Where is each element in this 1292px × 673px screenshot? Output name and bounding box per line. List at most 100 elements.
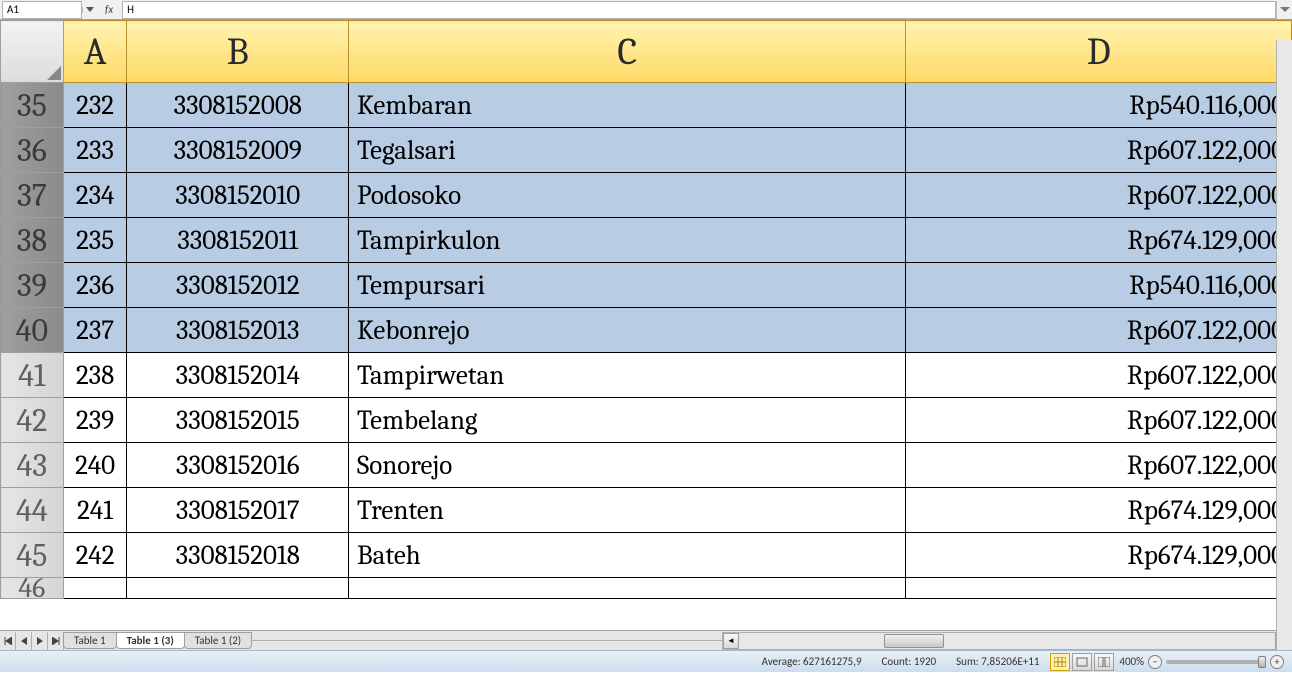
zoom-out-button[interactable]: − — [1148, 655, 1162, 669]
cell[interactable]: Rp607.122,000 — [906, 398, 1292, 443]
formula-bar-expand[interactable] — [1276, 1, 1292, 19]
cell[interactable]: Podosoko — [349, 173, 906, 218]
row-header[interactable]: 37 — [1, 173, 64, 218]
cell[interactable]: Rp607.122,000 — [906, 308, 1292, 353]
cell[interactable]: 3308152018 — [127, 533, 349, 578]
horizontal-scrollbar[interactable]: ◄ ► — [722, 632, 1292, 650]
row-header[interactable]: 39 — [1, 263, 64, 308]
cell[interactable]: 235 — [63, 218, 127, 263]
cell[interactable]: 236 — [63, 263, 127, 308]
cell[interactable]: Tampirwetan — [349, 353, 906, 398]
prev-icon — [20, 637, 28, 645]
select-all-corner[interactable] — [1, 21, 64, 83]
row-header[interactable]: 41 — [1, 353, 64, 398]
scroll-left-button[interactable]: ◄ — [723, 633, 739, 649]
row-header[interactable]: 42 — [1, 398, 64, 443]
vertical-scrollbar[interactable] — [1276, 40, 1292, 650]
cell[interactable]: Rp674.129,000 — [906, 218, 1292, 263]
cell[interactable]: 3308152013 — [127, 308, 349, 353]
cell[interactable]: Rp607.122,000 — [906, 353, 1292, 398]
spreadsheet-grid: A B C D 35 232 3308152008 Kembaran Rp540… — [0, 20, 1292, 630]
row-header[interactable]: 36 — [1, 128, 64, 173]
fx-label[interactable]: fx — [102, 3, 116, 16]
cell[interactable]: 3308152015 — [127, 398, 349, 443]
page-icon — [1076, 657, 1088, 667]
cell[interactable]: 239 — [63, 398, 127, 443]
cell[interactable]: Rp540.116,000 — [906, 83, 1292, 128]
cell[interactable]: Rp607.122,000 — [906, 128, 1292, 173]
cell[interactable]: Rp540.116,000 — [906, 263, 1292, 308]
formula-value: H — [127, 3, 134, 16]
cell[interactable]: Rp607.122,000 — [906, 173, 1292, 218]
zoom-slider[interactable] — [1166, 660, 1266, 664]
cell[interactable]: Kembaran — [349, 83, 906, 128]
cell[interactable]: 241 — [63, 488, 127, 533]
sheet-tab[interactable]: Table 1 (2) — [184, 632, 252, 649]
cell[interactable]: 3308152017 — [127, 488, 349, 533]
view-page-break-button[interactable] — [1094, 653, 1114, 671]
formula-input[interactable]: H — [122, 1, 1276, 19]
cell[interactable]: 237 — [63, 308, 127, 353]
view-normal-button[interactable] — [1050, 653, 1070, 671]
zoom-slider-thumb[interactable] — [1258, 656, 1266, 668]
cell[interactable]: Rp607.122,000 — [906, 443, 1292, 488]
cell[interactable]: 3308152012 — [127, 263, 349, 308]
row-header[interactable]: 45 — [1, 533, 64, 578]
tab-nav-last[interactable] — [48, 632, 64, 650]
cell[interactable]: 3308152016 — [127, 443, 349, 488]
column-header-A[interactable]: A — [63, 21, 127, 83]
scroll-track[interactable] — [739, 633, 1275, 649]
status-bar: Average: 627161275,9 Count: 1920 Sum: 7,… — [0, 650, 1292, 672]
tab-nav-prev[interactable] — [16, 632, 32, 650]
cell[interactable]: 3308152009 — [127, 128, 349, 173]
cell[interactable]: 3308152008 — [127, 83, 349, 128]
cell[interactable]: Sonorejo — [349, 443, 906, 488]
name-box[interactable]: A1 — [2, 1, 82, 19]
cell[interactable]: 238 — [63, 353, 127, 398]
cell[interactable]: Tampirkulon — [349, 218, 906, 263]
cell[interactable] — [63, 578, 127, 599]
cell[interactable] — [127, 578, 349, 599]
row-header[interactable]: 35 — [1, 83, 64, 128]
column-header-B[interactable]: B — [127, 21, 349, 83]
zoom-in-button[interactable]: + — [1270, 655, 1284, 669]
row-header[interactable]: 43 — [1, 443, 64, 488]
cell[interactable]: 3308152010 — [127, 173, 349, 218]
table-row: 44 241 3308152017 Trenten Rp674.129,000 — [1, 488, 1292, 533]
row-header[interactable]: 46 — [1, 578, 64, 599]
cell[interactable]: 233 — [63, 128, 127, 173]
name-box-dropdown[interactable] — [82, 7, 96, 13]
cell[interactable] — [906, 578, 1292, 599]
cell[interactable]: Tegalsari — [349, 128, 906, 173]
sheet-tab[interactable]: Table 1 (3) — [116, 632, 185, 649]
status-sum: Sum: 7,85206E+11 — [946, 655, 1049, 668]
cell[interactable]: Bateh — [349, 533, 906, 578]
cell[interactable]: Rp674.129,000 — [906, 488, 1292, 533]
cell[interactable]: Kebonrejo — [349, 308, 906, 353]
scroll-thumb[interactable] — [884, 634, 944, 648]
cell[interactable]: 240 — [63, 443, 127, 488]
cell[interactable]: 234 — [63, 173, 127, 218]
cell[interactable]: 3308152014 — [127, 353, 349, 398]
tab-nav-first[interactable] — [0, 632, 16, 650]
cell[interactable] — [349, 578, 906, 599]
cell[interactable]: 232 — [63, 83, 127, 128]
row-header[interactable]: 44 — [1, 488, 64, 533]
status-count: Count: 1920 — [872, 655, 947, 668]
sheet-tab[interactable]: Table 1 — [63, 632, 117, 649]
cell[interactable]: 242 — [63, 533, 127, 578]
cell[interactable]: Tempursari — [349, 263, 906, 308]
column-header-C[interactable]: C — [349, 21, 906, 83]
column-header-D[interactable]: D — [906, 21, 1292, 83]
row-header[interactable]: 38 — [1, 218, 64, 263]
row-header[interactable]: 40 — [1, 308, 64, 353]
cell[interactable]: 3308152011 — [127, 218, 349, 263]
first-icon — [4, 637, 12, 645]
cell[interactable]: Rp674.129,000 — [906, 533, 1292, 578]
zoom-value[interactable]: 400% — [1119, 655, 1144, 668]
cell[interactable]: Trenten — [349, 488, 906, 533]
formula-bar: A1 fx H — [0, 0, 1292, 20]
tab-nav-next[interactable] — [32, 632, 48, 650]
view-page-layout-button[interactable] — [1072, 653, 1092, 671]
cell[interactable]: Tembelang — [349, 398, 906, 443]
